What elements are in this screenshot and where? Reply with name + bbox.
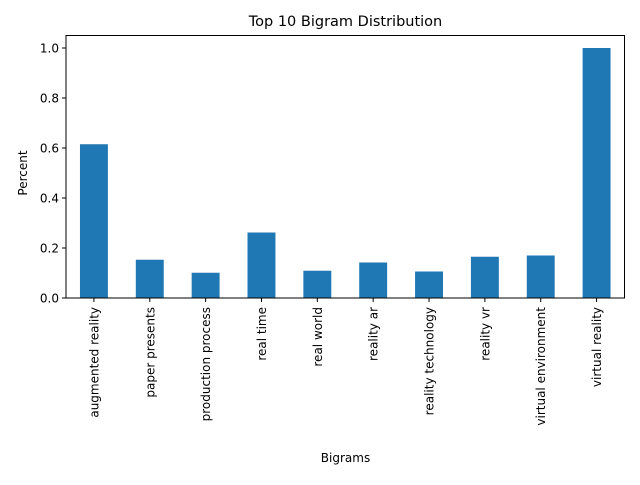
- y-axis-label: Percent: [16, 150, 30, 195]
- x-tick-label-3: real time: [255, 307, 269, 361]
- x-tick-label-9: virtual reality: [590, 307, 604, 387]
- plot-frame: [65, 35, 625, 299]
- bar-5: [359, 262, 388, 298]
- x-tick-label-0: augmented reality: [87, 307, 101, 418]
- bar-2: [191, 272, 220, 298]
- bar-9: [582, 48, 611, 298]
- x-tick-label-8: virtual environment: [534, 307, 548, 426]
- y-tick-label-2: 0.4: [40, 192, 59, 206]
- bar-6: [415, 271, 443, 298]
- x-tick-label-7: reality vr: [478, 307, 492, 361]
- x-axis-label: Bigrams: [321, 451, 370, 465]
- x-tick-label-2: production process: [199, 307, 213, 421]
- chart-title: Top 10 Bigram Distribution: [248, 14, 443, 30]
- bar-4: [303, 270, 332, 298]
- y-tick-label-5: 1.0: [40, 42, 59, 56]
- bar-1: [135, 259, 164, 298]
- x-tick-label-4: real world: [311, 307, 325, 367]
- y-tick-label-4: 0.8: [40, 92, 59, 106]
- bar-3: [247, 232, 276, 298]
- x-axis: augmented reality paper presents productio…: [87, 298, 604, 426]
- bar-7: [470, 256, 499, 298]
- y-tick-label-3: 0.6: [40, 142, 59, 156]
- x-tick-label-6: reality technology: [423, 307, 437, 415]
- y-tick-label-0: 0.0: [40, 292, 59, 306]
- bar-8: [526, 255, 555, 298]
- y-axis: 0.0 0.2 0.4 0.6 0.8 1.0: [40, 42, 66, 306]
- bars-group: [79, 48, 611, 298]
- x-tick-label-5: reality ar: [367, 307, 381, 361]
- y-tick-label-1: 0.2: [40, 242, 59, 256]
- bar-0: [79, 144, 108, 298]
- x-tick-label-1: paper presents: [143, 307, 157, 398]
